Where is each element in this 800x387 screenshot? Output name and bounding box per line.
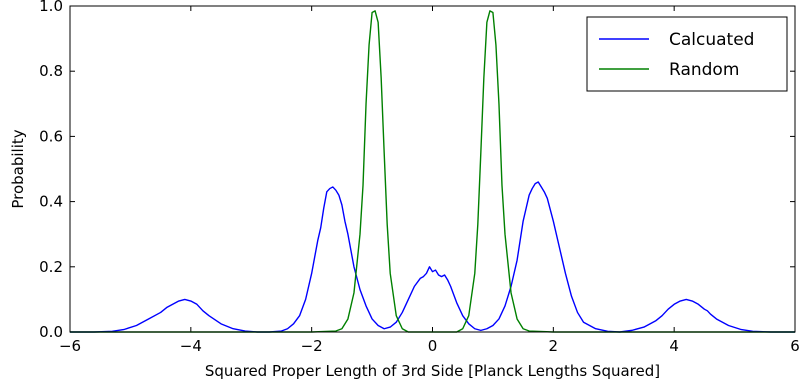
- x-tick-label: 2: [549, 337, 559, 355]
- legend-box: [586, 16, 788, 92]
- y-tick-labels: 0.0 0.2 0.4 0.6 0.8 1.0: [39, 0, 63, 341]
- x-tick-label: 6: [790, 337, 800, 355]
- legend-label-calcuated: Calcuated: [669, 30, 754, 50]
- y-tick-label: 1.0: [39, 0, 63, 15]
- y-tick-label: 0.4: [39, 193, 63, 211]
- legend: Calcuated Random: [586, 16, 788, 92]
- x-tick-label: −6: [59, 337, 81, 355]
- y-axis-label: Probability: [9, 129, 27, 208]
- y-tick-label: 0.6: [39, 127, 63, 145]
- x-tick-label: 0: [428, 337, 438, 355]
- x-tick-label: −2: [301, 337, 323, 355]
- y-tick-label: 0.8: [39, 62, 63, 80]
- legend-label-random: Random: [669, 60, 739, 80]
- x-tick-label: 4: [669, 337, 679, 355]
- plot-frame: [69, 5, 796, 333]
- x-axis-label: Squared Proper Length of 3rd Side [Planc…: [205, 362, 660, 380]
- x-tick-labels: −6 −4 −2 0 2 4 6: [59, 337, 800, 355]
- y-tick-label: 0.0: [39, 323, 63, 341]
- y-tick-label: 0.2: [39, 258, 63, 276]
- x-tick-label: −4: [180, 337, 202, 355]
- series-line-calcuated: [70, 181, 795, 333]
